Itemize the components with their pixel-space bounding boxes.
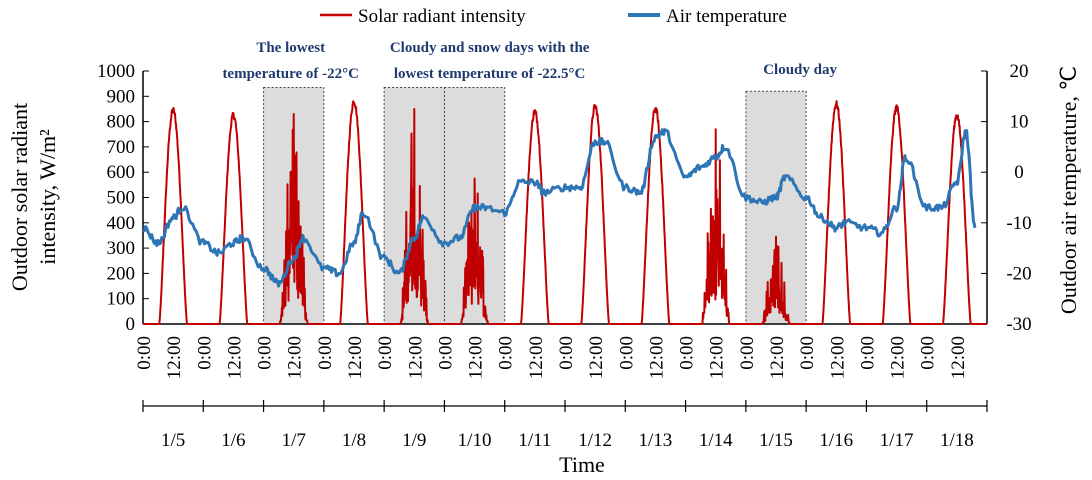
left-tick-label: 400 — [107, 213, 136, 234]
day-label: 1/7 — [282, 430, 306, 451]
time-tick-label: 12:00 — [466, 336, 487, 379]
day-label: 1/6 — [221, 430, 245, 451]
day-label: 1/13 — [639, 430, 673, 451]
time-tick-label: 12:00 — [405, 336, 426, 379]
right-tick-label: -30 — [1006, 314, 1031, 335]
left-tick-label: 900 — [107, 86, 136, 107]
left-tick-label: 0 — [126, 314, 136, 335]
left-tick-label: 600 — [107, 162, 136, 183]
left-tick-label: 500 — [107, 188, 136, 209]
day-label: 1/9 — [402, 430, 426, 451]
annotation-text-2: Cloudy day — [763, 62, 837, 78]
day-label: 1/14 — [699, 430, 733, 451]
day-label: 1/16 — [819, 430, 853, 451]
time-tick-label: 12:00 — [888, 336, 909, 379]
solar-day-trace-1/10 — [444, 177, 505, 325]
time-tick-label: 0:00 — [375, 336, 396, 370]
time-tick-label: 0:00 — [255, 336, 276, 370]
time-tick-label: 12:00 — [285, 336, 306, 379]
temperature-series — [142, 128, 977, 288]
time-tick-label: 0:00 — [496, 336, 517, 370]
time-tick-label: 0:00 — [797, 336, 818, 370]
axes — [142, 70, 988, 412]
time-tick-label: 12:00 — [948, 336, 969, 379]
time-tick-label: 0:00 — [918, 336, 939, 370]
time-tick-label: 12:00 — [767, 336, 788, 379]
annotations: The lowest temperature of -22°C Cloudy and… — [222, 40, 837, 82]
tick-labels: 01002003004005006007008009001000-30-20-1… — [97, 61, 1032, 451]
time-tick-label: 0:00 — [556, 336, 577, 370]
day-label: 1/17 — [880, 430, 914, 451]
solar-day-trace-1/13 — [625, 107, 686, 325]
day-label: 1/8 — [342, 430, 366, 451]
right-tick-label: -20 — [1006, 263, 1031, 284]
solar-day-trace-1/7 — [263, 113, 324, 325]
left-tick-label: 200 — [107, 263, 136, 284]
time-tick-label: 0:00 — [677, 336, 698, 370]
left-axis-title-line2: intensity, W/m² — [35, 129, 60, 265]
time-tick-label: 12:00 — [646, 336, 667, 379]
time-tick-label: 0:00 — [737, 336, 758, 370]
right-tick-label: 10 — [1010, 112, 1029, 133]
time-tick-label: 12:00 — [224, 336, 245, 379]
solar-day-trace-1/14 — [685, 128, 746, 325]
solar-day-trace-1/6 — [203, 112, 264, 325]
day-label: 1/5 — [161, 430, 185, 451]
x-axis-title: Time — [559, 452, 605, 477]
annotation-text-0: temperature of -22°C — [222, 66, 359, 82]
time-tick-label: 0:00 — [435, 336, 456, 370]
solar-day-trace-1/5 — [143, 107, 204, 325]
solar-day-trace-1/18 — [926, 114, 987, 325]
time-tick-label: 12:00 — [164, 336, 185, 379]
time-tick-label: 12:00 — [827, 336, 848, 379]
solar-day-trace-1/16 — [806, 100, 867, 325]
day-label: 1/18 — [940, 430, 974, 451]
left-tick-label: 100 — [107, 289, 136, 310]
time-tick-label: 12:00 — [526, 336, 547, 379]
right-axis-title: Outdoor air temperature, ℃ — [1056, 66, 1081, 314]
solar-series — [143, 100, 987, 325]
left-tick-label: 800 — [107, 112, 136, 133]
left-axis-title-line1: Outdoor solar radiant — [7, 103, 32, 291]
left-tick-label: 1000 — [97, 61, 135, 82]
time-tick-label: 0:00 — [315, 336, 336, 370]
time-tick-label: 0:00 — [134, 336, 155, 370]
solar-day-trace-1/12 — [565, 104, 626, 325]
day-label: 1/10 — [458, 430, 492, 451]
right-tick-label: 20 — [1010, 61, 1029, 82]
time-tick-label: 0:00 — [616, 336, 637, 370]
time-tick-label: 12:00 — [707, 336, 728, 379]
day-label: 1/11 — [518, 430, 551, 451]
annotation-text-0: The lowest — [256, 40, 325, 56]
day-label: 1/15 — [759, 430, 793, 451]
right-tick-label: 0 — [1014, 162, 1024, 183]
legend: Solar radiant intensity Air temperature — [320, 6, 787, 27]
solar-day-trace-1/11 — [504, 109, 565, 325]
solar-day-trace-1/17 — [866, 104, 927, 325]
air-temperature-line — [142, 128, 977, 288]
left-tick-label: 700 — [107, 137, 136, 158]
time-tick-label: 12:00 — [345, 336, 366, 379]
time-tick-label: 12:00 — [586, 336, 607, 379]
day-label: 1/12 — [578, 430, 612, 451]
legend-label-1: Air temperature — [666, 6, 787, 27]
right-tick-label: -10 — [1006, 213, 1031, 234]
time-tick-label: 0:00 — [857, 336, 878, 370]
annotation-text-1: Cloudy and snow days with the — [390, 40, 590, 56]
annotation-text-1: lowest temperature of -22.5°C — [394, 66, 586, 82]
solar-day-trace-1/15 — [745, 235, 807, 325]
legend-label-0: Solar radiant intensity — [358, 6, 526, 27]
time-tick-label: 0:00 — [194, 336, 215, 370]
left-tick-label: 300 — [107, 238, 136, 259]
solar-day-trace-1/8 — [323, 100, 385, 325]
axis-titles: Time Outdoor solar radiant intensity, W/m²… — [7, 66, 1081, 477]
